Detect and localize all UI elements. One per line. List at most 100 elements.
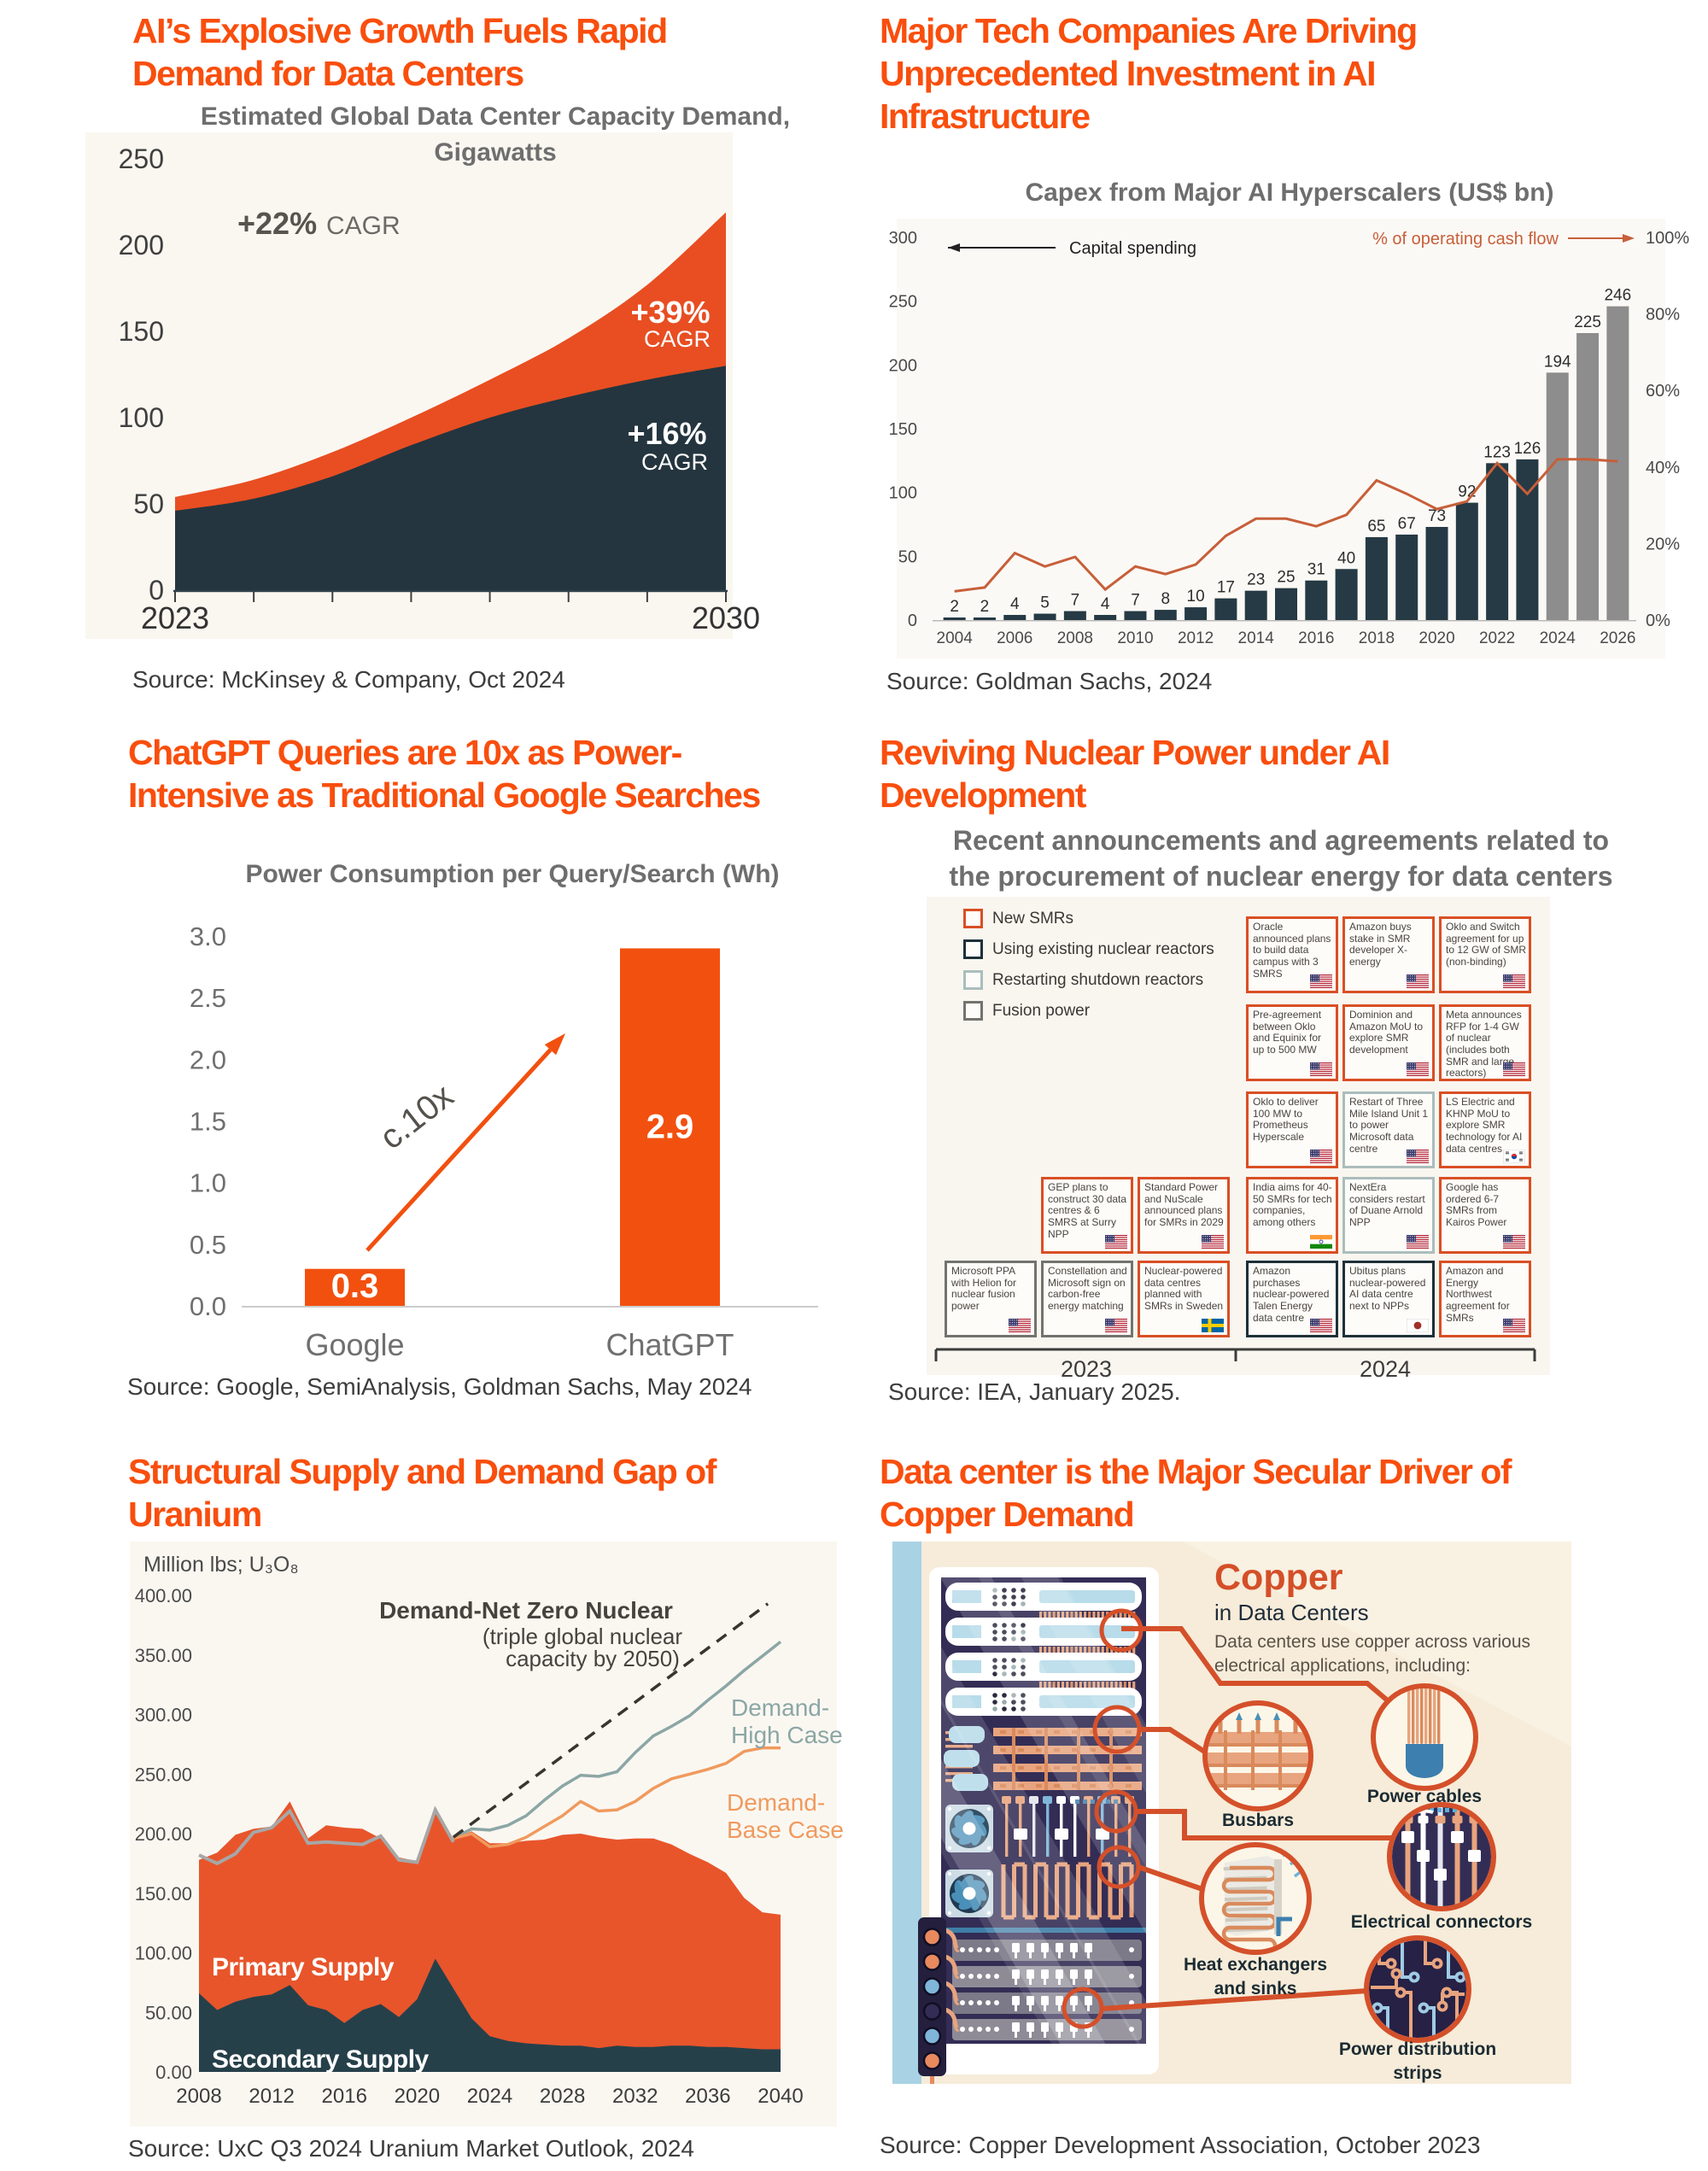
- x-axis-label: 2012: [249, 2085, 294, 2108]
- y-axis-label: 1.5: [190, 1107, 226, 1137]
- line-legend-arrowhead: [1623, 234, 1635, 243]
- capex-bar-2008: [1063, 611, 1086, 620]
- x-axis-label: 2018: [1359, 629, 1395, 647]
- left-axis-label: 150: [889, 420, 917, 439]
- nuclear-card: Oklo and Switch agreement for up to 12 G…: [1439, 916, 1531, 993]
- nuclear-panel-title: Reviving Nuclear Power under AI Developm…: [880, 733, 1390, 815]
- capex-bar-2022: [1486, 463, 1509, 620]
- capex-bar-2017: [1335, 569, 1358, 620]
- nonai-cagr-suffix: CAGR: [641, 449, 708, 475]
- tenx-arrowhead: [544, 1033, 565, 1056]
- y-axis-label: 2.5: [190, 983, 226, 1013]
- legend-item-restart: Restarting shutdown reactors: [963, 970, 1203, 990]
- x-axis-label: 2020: [1418, 629, 1454, 647]
- capex-bar-2025: [1576, 333, 1600, 620]
- capex-bar-value: 67: [1398, 515, 1416, 533]
- capex-bar-value: 7: [1131, 592, 1140, 610]
- flag-icon-in: [1310, 1235, 1332, 1249]
- capex-bar-value: 123: [1483, 443, 1511, 461]
- demand-net-zero-line: [452, 1602, 769, 1839]
- nuclear-card: Meta announces RFP for 1-4 GW of nuclear…: [1439, 1004, 1531, 1081]
- demand-base-label: Demand-: [727, 1789, 825, 1816]
- copper-bg-light: [1183, 1542, 1571, 1747]
- line-legend-label: % of operating cash flow: [1372, 230, 1559, 249]
- legend-item-existing: Using existing nuclear reactors: [963, 939, 1214, 959]
- capex-bar-value: 4: [1101, 595, 1110, 613]
- right-axis-label: 0%: [1646, 612, 1670, 630]
- capex-bar-value: 194: [1544, 353, 1571, 371]
- x-category-label: ChatGPT: [605, 1327, 734, 1362]
- nuclear-card-text: Oklo and Switch agreement for up to 12 G…: [1446, 921, 1527, 968]
- callout-label-busbars: Busbars: [1222, 1811, 1294, 1830]
- copper-subheading: in Data Centers: [1214, 1600, 1369, 1625]
- y-axis-label: 200.00: [135, 1823, 192, 1845]
- x-axis-label: 2020: [395, 2085, 440, 2108]
- capex-bar-2016: [1305, 580, 1328, 620]
- y-axis-label: 150: [119, 316, 164, 347]
- primary-supply-label: Primary Supply: [212, 1953, 395, 1981]
- capex-bar-value: 246: [1604, 287, 1631, 305]
- y-axis-label: 0.0: [190, 1291, 226, 1321]
- legend-label: Using existing nuclear reactors: [992, 939, 1214, 958]
- capex-bar-2010: [1124, 611, 1147, 620]
- y-axis-label: 200: [119, 230, 164, 260]
- callout-art-electrical-connectors: [1392, 1807, 1491, 1906]
- power-bar-value: 2.9: [646, 1109, 694, 1146]
- right-axis-label: 40%: [1646, 459, 1680, 477]
- left-axis-label: 300: [889, 229, 917, 248]
- x-category-label: Google: [305, 1327, 404, 1362]
- x-axis-label: 2022: [1479, 629, 1515, 647]
- callout-art-power-distribution-strips: [1369, 1940, 1466, 2038]
- callout-ring-power-cables: [1371, 1683, 1478, 1791]
- uranium-area-chart: Million lbs; U₃O₈ 0.00 50.00 100.00 150.00 20…: [130, 1542, 844, 2127]
- x-axis-label: 2010: [1117, 629, 1153, 647]
- nuclear-source: Source: IEA, January 2025.: [888, 1378, 1181, 1405]
- x-axis-label: 2036: [685, 2085, 730, 2108]
- power-bar-google: [305, 1268, 405, 1306]
- nuclear-card-text: Ubitus plans nuclear-powered AI data cen…: [1349, 1265, 1426, 1313]
- callout-label-power-cables: Power cables: [1367, 1787, 1482, 1806]
- nuclear-card-text: Constellation and Microsoft sign on carb…: [1048, 1265, 1127, 1313]
- nuclear-card: Amazon purchases nuclear-powered Talen E…: [1246, 1261, 1338, 1337]
- copper-desc: Data centers use copper across various: [1214, 1632, 1530, 1652]
- capex-bar-value: 40: [1337, 549, 1355, 567]
- x-axis-label: 2028: [540, 2085, 585, 2108]
- primary-supply-area: [199, 1801, 781, 2072]
- nuclear-card-text: India aims for 40-50 SMRs for tech compa…: [1253, 1181, 1332, 1229]
- secondary-supply-label: Secondary Supply: [212, 2045, 430, 2074]
- nuclear-announcements-diagram: New SMRs Using existing nuclear reactors R…: [927, 897, 1550, 1382]
- y-axis-label: 100.00: [135, 1943, 192, 1964]
- capex-bar-2015: [1275, 588, 1297, 620]
- rack-highlight-ring: [1099, 1608, 1144, 1653]
- capex-bar-2013: [1214, 598, 1237, 620]
- x-axis-label: 2024: [1540, 629, 1576, 647]
- secondary-supply-area: [199, 1958, 781, 2072]
- y-axis-label: 250: [119, 143, 164, 174]
- nuclear-card: Google has ordered 6-7 SMRs from Kairos …: [1439, 1177, 1531, 1254]
- flag-icon-us: [1310, 1150, 1332, 1163]
- flag-icon-us: [1503, 1319, 1525, 1332]
- legend-label: New SMRs: [992, 909, 1074, 928]
- rack-highlight-ring: [1092, 1705, 1142, 1754]
- nuclear-card: Ubitus plans nuclear-powered AI data cen…: [1342, 1261, 1435, 1337]
- nuclear-card-text: Amazon and Energy Northwest agreement fo…: [1446, 1265, 1510, 1324]
- legend-swatch-existing: [963, 939, 983, 959]
- flag-icon-us: [1105, 1235, 1127, 1249]
- x-axis-label: 2016: [322, 2085, 367, 2108]
- nuclear-card-text: Meta announces RFP for 1-4 GW of nuclear…: [1446, 1009, 1522, 1080]
- rack-highlight-ring: [1062, 1987, 1104, 2029]
- capex-bar-value: 73: [1428, 507, 1446, 525]
- left-axis-label: 50: [898, 547, 917, 566]
- callout-label-power-distribution-strips: strips: [1393, 2063, 1442, 2083]
- capex-source: Source: Goldman Sachs, 2024: [886, 668, 1213, 694]
- y-axis-label: 0.5: [190, 1230, 226, 1260]
- legend-item-smr: New SMRs: [963, 909, 1073, 928]
- nuclear-card-text: Standard Power and NuScale announced pla…: [1144, 1181, 1224, 1229]
- flag-icon-us: [1503, 974, 1525, 988]
- capex-bar-value: 17: [1217, 579, 1235, 597]
- nuclear-card-text: Amazon buys stake in SMR developer X-ene…: [1349, 921, 1412, 968]
- right-axis-label: 60%: [1646, 382, 1680, 401]
- nuclear-card-text: Microsoft PPA with Helion for nuclear fu…: [951, 1265, 1017, 1313]
- nuclear-card: Amazon buys stake in SMR developer X-ene…: [1342, 916, 1435, 993]
- callout-ring-heat-exchangers: [1199, 1842, 1312, 1955]
